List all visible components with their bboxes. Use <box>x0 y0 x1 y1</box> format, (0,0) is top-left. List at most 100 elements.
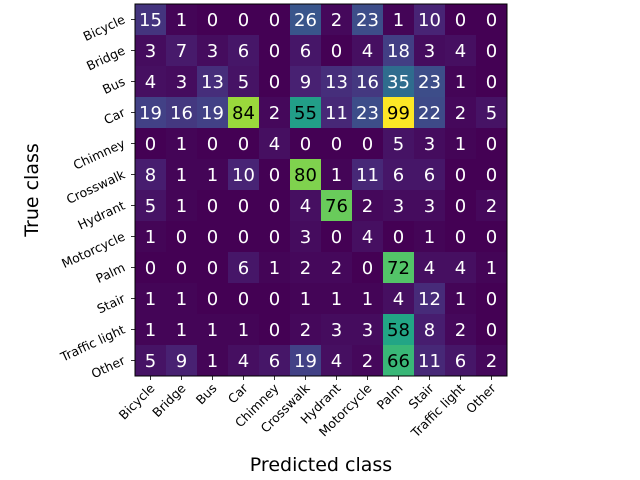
cell-value-label: 26 <box>294 10 317 31</box>
cell-value-label: 4 <box>300 196 311 217</box>
heatmap-cell <box>321 66 353 98</box>
cell-value-label: 0 <box>300 134 311 155</box>
cell-value-label: 6 <box>424 165 435 186</box>
heatmap-cell <box>290 4 322 36</box>
heatmap-cell <box>228 66 260 98</box>
heatmap-cell <box>166 345 198 377</box>
heatmap-cell <box>197 345 229 377</box>
cell-value-label: 15 <box>139 10 162 31</box>
heatmap-cell <box>135 66 167 98</box>
cell-value-label: 0 <box>269 10 280 31</box>
cell-value-label: 1 <box>424 227 435 248</box>
heatmap-cell <box>414 159 446 191</box>
heatmap-cell <box>383 159 415 191</box>
heatmap-cell <box>290 252 322 284</box>
cell-value-label: 1 <box>455 134 466 155</box>
heatmap-cell <box>414 66 446 98</box>
heatmap-cell <box>197 221 229 253</box>
x-tick-label: Bicycle <box>116 380 158 422</box>
heatmap-cell <box>321 190 353 222</box>
heatmap-cell <box>135 252 167 284</box>
x-tick-label: Car <box>225 380 251 406</box>
y-axis-label: True class <box>21 143 43 238</box>
heatmap-cell <box>228 97 260 129</box>
cell-value-label: 66 <box>387 351 410 372</box>
heatmap-cell <box>290 128 322 160</box>
cell-value-label: 1 <box>486 258 497 279</box>
cell-value-label: 1 <box>331 165 342 186</box>
heatmap-cell <box>135 283 167 315</box>
cell-value-label: 5 <box>393 134 404 155</box>
heatmap-cell <box>259 221 291 253</box>
heatmap-cell <box>383 97 415 129</box>
heatmap-cell <box>476 159 508 191</box>
heatmap-cell <box>166 128 198 160</box>
cell-value-label: 4 <box>269 134 280 155</box>
y-tick-label: Palm <box>93 260 127 286</box>
heatmap-cell <box>135 128 167 160</box>
heatmap-cell <box>383 66 415 98</box>
cell-value-label: 0 <box>393 227 404 248</box>
heatmap-cell <box>414 314 446 346</box>
cell-value-label: 0 <box>331 134 342 155</box>
heatmap-cell <box>197 97 229 129</box>
heatmap-cell <box>445 159 477 191</box>
cell-value-label: 0 <box>455 196 466 217</box>
heatmap-cell <box>197 314 229 346</box>
cell-value-label: 3 <box>145 41 156 62</box>
heatmap-cell <box>135 190 167 222</box>
heatmap-cell <box>166 314 198 346</box>
cell-value-label: 5 <box>145 351 156 372</box>
cell-value-label: 16 <box>170 103 193 124</box>
cell-value-label: 6 <box>269 351 280 372</box>
cell-value-label: 19 <box>201 103 224 124</box>
heatmap-cell <box>197 252 229 284</box>
heatmap-cell <box>445 4 477 36</box>
cell-value-label: 2 <box>362 351 373 372</box>
heatmap-cell <box>228 35 260 67</box>
heatmap-cell <box>166 283 198 315</box>
cell-value-label: 0 <box>486 134 497 155</box>
heatmap-cell <box>352 66 384 98</box>
cell-value-label: 1 <box>176 134 187 155</box>
heatmap-cell <box>383 221 415 253</box>
heatmap-cell <box>476 252 508 284</box>
heatmap-cell <box>383 283 415 315</box>
heatmap-cell <box>166 252 198 284</box>
heatmap-cell <box>352 283 384 315</box>
heatmap-cell <box>259 252 291 284</box>
cell-value-label: 6 <box>300 41 311 62</box>
heatmap-cell <box>228 128 260 160</box>
heatmap-cell <box>259 4 291 36</box>
cell-value-label: 1 <box>331 289 342 310</box>
heatmap-cell <box>321 4 353 36</box>
cell-value-label: 2 <box>486 351 497 372</box>
cell-value-label: 16 <box>356 72 379 93</box>
heatmap-cell <box>166 97 198 129</box>
heatmap-cell <box>476 35 508 67</box>
heatmap-cell <box>290 35 322 67</box>
heatmap-cell <box>383 345 415 377</box>
cell-value-label: 13 <box>201 72 224 93</box>
cell-value-label: 2 <box>300 320 311 341</box>
heatmap-cell <box>414 35 446 67</box>
heatmap-cell <box>259 159 291 191</box>
heatmap-cell <box>259 35 291 67</box>
heatmap-cell <box>259 283 291 315</box>
cell-value-label: 0 <box>269 72 280 93</box>
cell-value-label: 2 <box>331 258 342 279</box>
cell-value-label: 5 <box>486 103 497 124</box>
cell-value-label: 2 <box>300 258 311 279</box>
cell-value-label: 23 <box>356 10 379 31</box>
heatmap-cell <box>321 97 353 129</box>
heatmap-cell <box>445 190 477 222</box>
cell-value-label: 19 <box>139 103 162 124</box>
heatmap-cell <box>383 190 415 222</box>
cell-value-label: 5 <box>145 196 156 217</box>
heatmap-cell <box>352 190 384 222</box>
heatmap-cell <box>352 128 384 160</box>
plot-frame <box>134 3 508 377</box>
heatmap-cell <box>166 159 198 191</box>
